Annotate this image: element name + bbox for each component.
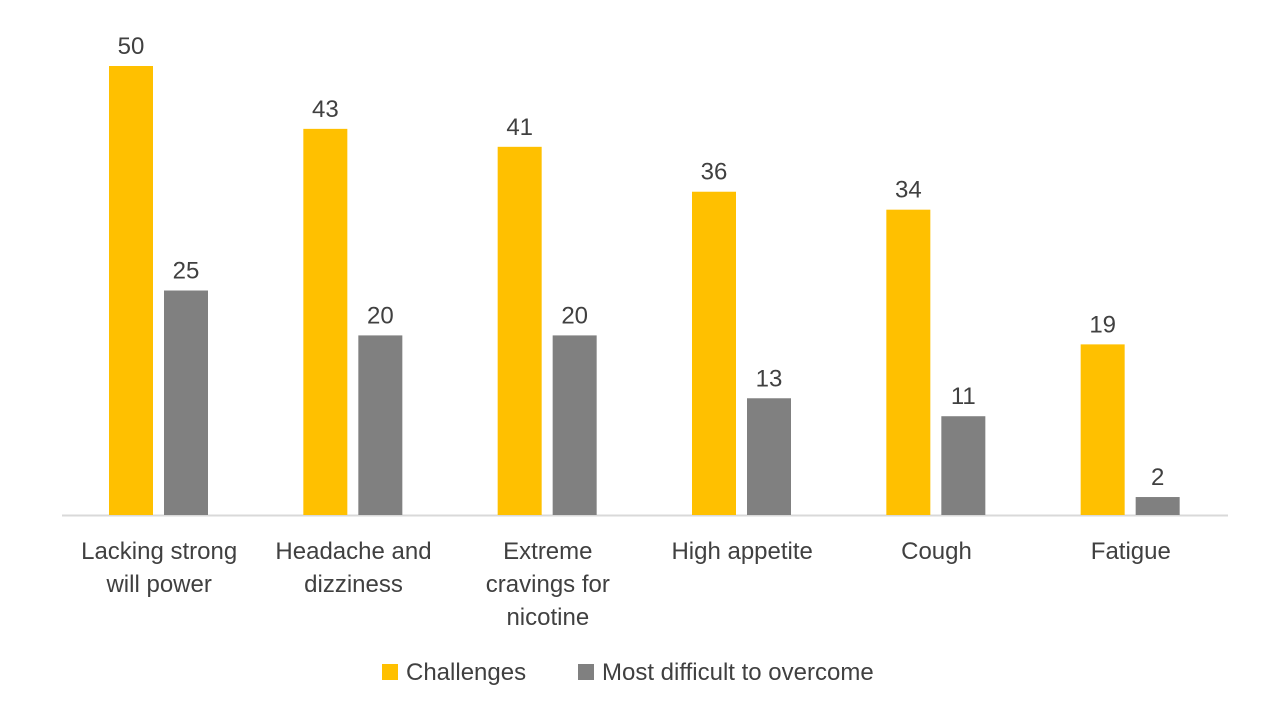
bar-challenges-5 (1080, 344, 1125, 515)
data-label-most-difficult-5: 2 (1151, 464, 1164, 491)
category-label-0-line-0: Lacking strong (81, 538, 237, 565)
category-label-2-line-0: Extreme (503, 538, 592, 565)
bar-challenges-3 (692, 191, 736, 515)
category-label-1-line-1: dizziness (304, 571, 403, 598)
data-label-challenges-0: 50 (118, 33, 145, 60)
bar-most-difficult-5 (1135, 497, 1180, 515)
category-label-1-line-0: Headache and (275, 538, 431, 565)
category-label-0-line-1: will power (105, 571, 211, 598)
bar-most-difficult-1 (358, 335, 403, 515)
bar-most-difficult-4 (941, 416, 986, 515)
data-label-challenges-5: 19 (1089, 311, 1116, 338)
category-label-4-line-0: Cough (901, 538, 972, 565)
legend-label-most-difficult: Most difficult to overcome (602, 659, 874, 686)
bar-challenges-4 (886, 209, 931, 515)
data-label-most-difficult-4: 11 (951, 383, 976, 410)
bar-most-difficult-3 (747, 398, 791, 515)
data-label-challenges-3: 36 (701, 159, 728, 186)
category-label-5-line-0: Fatigue (1091, 538, 1171, 565)
bar-challenges-1 (303, 128, 348, 516)
category-label-3-line-0: High appetite (671, 538, 812, 565)
bar-challenges-2 (497, 146, 542, 515)
category-label-2-line-2: nicotine (506, 604, 589, 631)
data-label-most-difficult-1: 20 (367, 302, 394, 329)
data-label-most-difficult-2: 20 (561, 302, 588, 329)
data-label-challenges-1: 43 (312, 96, 339, 123)
bar-most-difficult-0 (164, 290, 208, 515)
data-label-most-difficult-3: 13 (756, 365, 783, 392)
bar-challenges-0 (109, 66, 153, 515)
category-label-2-line-1: cravings for (486, 571, 610, 598)
legend-swatch-challenges (382, 664, 398, 680)
bar-most-difficult-2 (552, 335, 597, 515)
data-label-challenges-4: 34 (895, 177, 922, 204)
legend-swatch-most-difficult (578, 664, 594, 680)
data-label-challenges-2: 41 (506, 114, 533, 141)
data-label-most-difficult-0: 25 (173, 258, 200, 285)
legend-label-challenges: Challenges (406, 659, 526, 686)
